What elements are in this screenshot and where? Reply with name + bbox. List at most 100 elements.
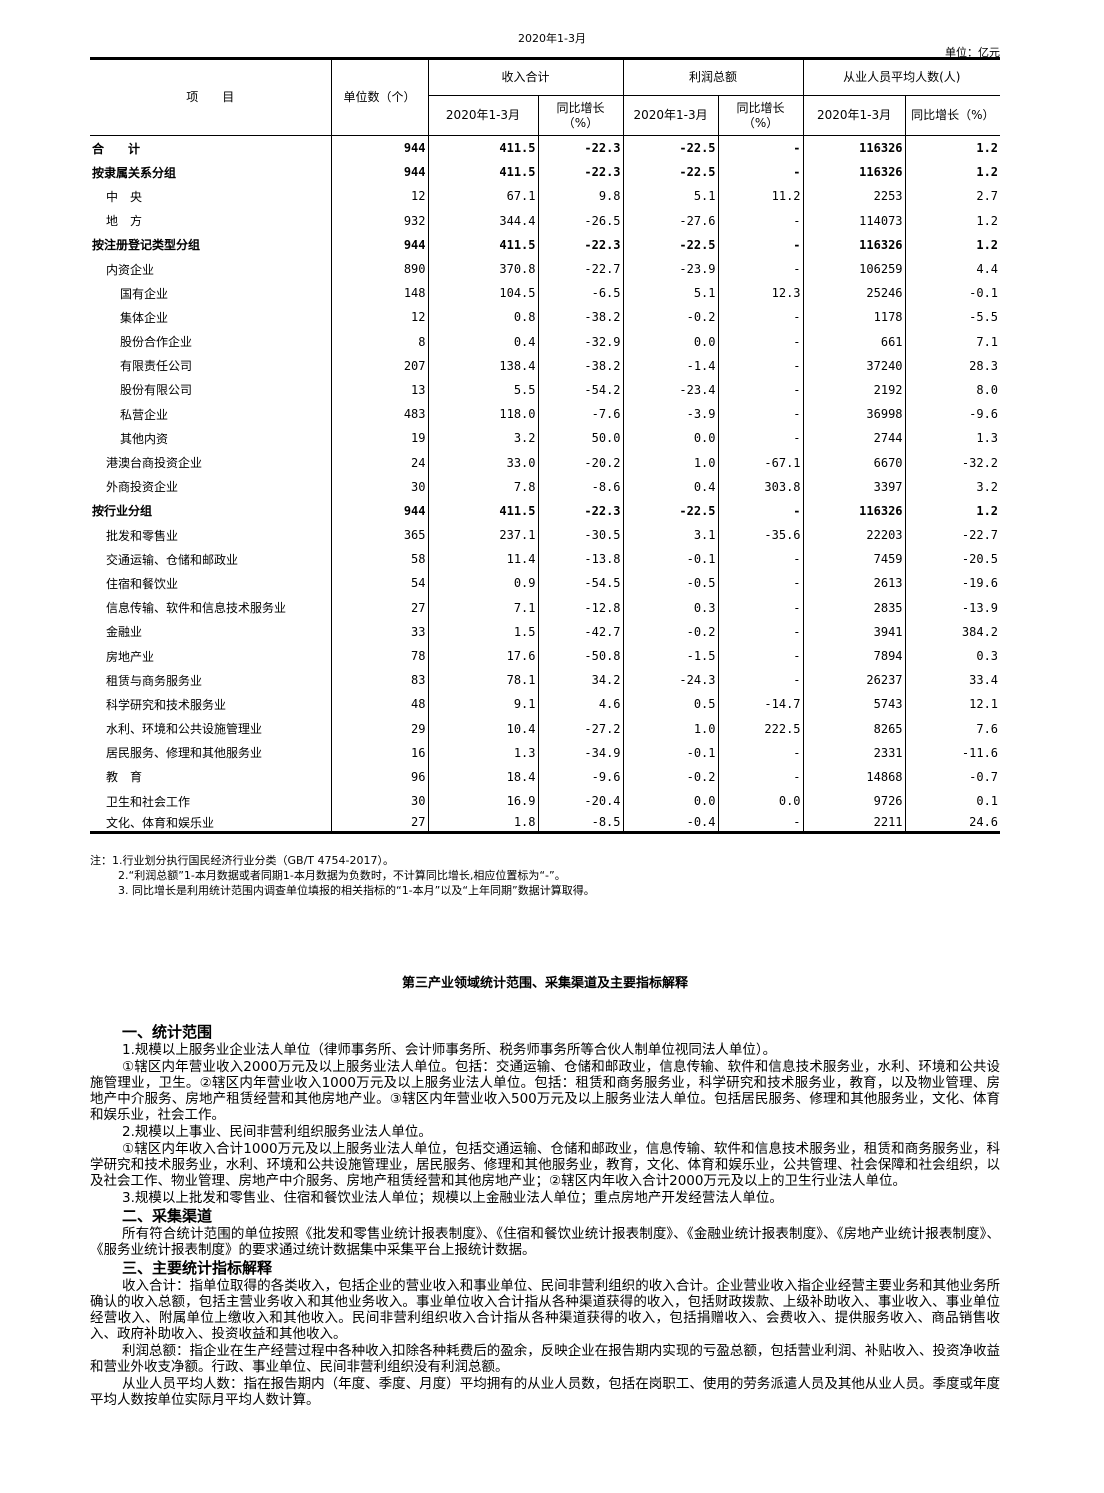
- row-label: 地 方: [106, 214, 143, 229]
- table-cell: 24.6: [904, 813, 1001, 835]
- table-row: 卫生和社会工作 30 16.9 -20.4 0.0 0.0 9726 0.1: [90, 789, 1001, 814]
- table-cell: 22203: [802, 523, 906, 548]
- section-paragraph: 从业人员平均人数：指在报告期内（年度、季度、月度）平均拥有的从业人员数，包括在岗…: [90, 1376, 1000, 1408]
- row-label: 内资企业: [106, 262, 155, 277]
- table-cell: 48: [330, 692, 428, 717]
- table-row: 地 方 932 344.4 -26.5 -27.6-114073 1.2: [90, 208, 1001, 233]
- table-cell: -1.5: [622, 643, 719, 669]
- table-cell: 944: [330, 160, 428, 185]
- table-cell: -8.6: [537, 474, 624, 499]
- table-cell: 138.4: [427, 353, 538, 378]
- note-2: 2.“利润总额”1-本月数据或者同期1-本月数据为负数时，不计算同比增长,相应位…: [118, 869, 566, 882]
- table-cell: -: [717, 426, 804, 451]
- table-cell: -11.6: [904, 740, 1001, 765]
- table-row: 批发和零售业 365 237.1 -30.5 3.1 -35.6 22203 -22.7: [90, 523, 1001, 548]
- table-row: 交通运输、仓储和邮政业 58 11.4 -13.8 -0.1-7459 -20.5: [90, 547, 1001, 572]
- table-cell: 106259: [802, 256, 906, 282]
- table-cell: 3.2: [427, 426, 538, 451]
- table-cell: -0.2: [622, 305, 719, 330]
- table-cell: 8: [330, 329, 428, 354]
- table-cell: -13.8: [537, 547, 624, 572]
- row-label: 国有企业: [120, 286, 169, 301]
- table-cell: 932: [330, 208, 428, 233]
- header-item: 项 目: [90, 57, 332, 136]
- table-cell: 0.0: [622, 789, 719, 814]
- section-paragraph: 1.规模以上服务业企业法人单位（律师事务所、会计师事务所、税务师事务所等合伙人制…: [122, 1042, 777, 1058]
- table-cell: -: [717, 305, 804, 330]
- table-cell: -38.2: [537, 305, 624, 330]
- table-cell: 116326: [802, 135, 906, 161]
- header-income-period: 2020年1-3月: [428, 95, 539, 136]
- table-row: 房地产业 78 17.6 -50.8 -1.5-7894 0.3: [90, 643, 1001, 669]
- table-cell: -: [717, 643, 804, 669]
- table-row: 其他内资 19 3.2 50.0 0.0-2744 1.3: [90, 426, 1001, 451]
- table-cell: 1.5: [427, 619, 538, 644]
- table-cell: 1.2: [904, 160, 1001, 185]
- table-cell: 2211: [802, 813, 906, 835]
- table-row: 按行业分组 944 411.5 -22.3 -22.5-116326 1.2: [90, 498, 1001, 523]
- row-label: 有限责任公司: [120, 359, 193, 374]
- table-cell: 11.2: [717, 184, 804, 209]
- table-cell: 1.2: [904, 498, 1001, 523]
- table-cell: 1.3: [904, 426, 1001, 451]
- table-cell: -: [717, 232, 804, 257]
- statistics-table: 项 目 单位数（个） 收入合计 利润总额 从业人员平均人数(人) 2020年1-…: [90, 57, 1001, 835]
- section-heading: 三、主要统计指标解释: [122, 1259, 273, 1277]
- table-cell: 7.1: [904, 329, 1001, 354]
- row-label: 股份有限公司: [120, 383, 193, 398]
- table-cell: 4.6: [537, 692, 624, 717]
- table-cell: 2192: [802, 377, 906, 403]
- table-cell: -50.8: [537, 643, 624, 669]
- table-cell: 12.3: [717, 281, 804, 306]
- table-cell: 0.0: [622, 426, 719, 451]
- table-cell: -8.5: [537, 813, 624, 835]
- table-row: 国有企业 148 104.5 -6.5 5.1 12.3 25246 -0.1: [90, 281, 1001, 306]
- table-cell: -14.7: [717, 692, 804, 717]
- table-cell: -23.4: [622, 377, 719, 403]
- table-row: 金融业 33 1.5 -42.7 -0.2-3941 384.2: [90, 619, 1001, 644]
- table-cell: 3.2: [904, 474, 1001, 499]
- header-units: 单位数（个）: [330, 57, 429, 136]
- table-cell: -: [717, 764, 804, 790]
- table-cell: 50.0: [537, 426, 624, 451]
- table-cell: 30: [330, 789, 428, 814]
- table-cell: -: [717, 402, 804, 427]
- table-cell: 8.0: [904, 377, 1001, 403]
- row-label: 按行业分组: [92, 504, 153, 519]
- table-cell: 33.4: [904, 668, 1001, 693]
- table-row: 信息传输、软件和信息技术服务业 27 7.1 -12.8 0.3-2835 -13.9: [90, 595, 1001, 620]
- row-label: 水利、环境和公共设施管理业: [106, 722, 263, 737]
- table-cell: -1.4: [622, 353, 719, 378]
- table-cell: 7.8: [427, 474, 538, 499]
- table-cell: 28.3: [904, 353, 1001, 378]
- row-label: 按隶属关系分组: [92, 165, 177, 180]
- table-cell: 36998: [802, 402, 906, 427]
- table-cell: -22.3: [537, 160, 624, 185]
- table-row: 股份有限公司 13 5.5 -54.2 -23.4-2192 8.0: [90, 377, 1001, 403]
- row-label: 文化、体育和娱乐业: [90, 813, 331, 835]
- table-cell: 17.6: [427, 643, 538, 669]
- row-label: 交通运输、仓储和邮政业: [106, 552, 239, 567]
- table-cell: 3397: [802, 474, 906, 499]
- table-cell: 78: [330, 643, 428, 669]
- table-cell: 944: [330, 498, 428, 523]
- table-cell: 2331: [802, 740, 906, 765]
- row-label: 信息传输、软件和信息技术服务业: [106, 601, 287, 616]
- table-cell: -0.1: [622, 740, 719, 765]
- table-cell: 148: [330, 281, 428, 306]
- table-cell: 12: [330, 184, 428, 209]
- row-label: 金融业: [106, 625, 143, 640]
- table-cell: -22.7: [537, 256, 624, 282]
- row-label: 房地产业: [106, 649, 155, 664]
- table-cell: -22.5: [622, 135, 719, 161]
- table-cell: -24.3: [622, 668, 719, 693]
- table-cell: -20.5: [904, 547, 1001, 572]
- table-cell: 411.5: [427, 135, 538, 161]
- table-cell: 890: [330, 256, 428, 282]
- table-cell: 411.5: [427, 232, 538, 257]
- table-cell: 384.2: [904, 619, 1001, 644]
- table-cell: -22.3: [537, 498, 624, 523]
- row-label: 教 育: [106, 770, 143, 785]
- table-cell: 3941: [802, 619, 906, 644]
- row-label: 合 计: [92, 141, 141, 156]
